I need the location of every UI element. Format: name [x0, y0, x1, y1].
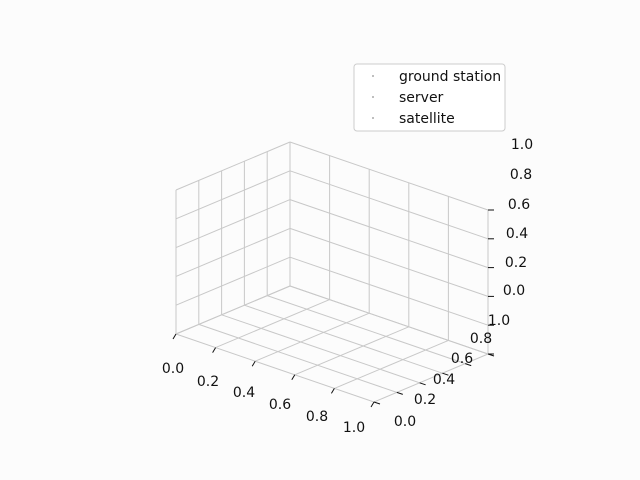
x-tick-label: 0.4	[233, 385, 255, 401]
z-axis-tick-labels: 0.0 0.2 0.4 0.6 0.8 1.0	[503, 137, 533, 299]
y-tick-mark	[396, 391, 403, 395]
y-tick-label: 0.2	[414, 392, 436, 408]
y-tick-mark	[487, 353, 495, 357]
grid-line-z-side	[175, 141, 291, 191]
grid-line-z-back	[289, 227, 489, 297]
grid-line-y-floor	[175, 333, 375, 403]
grid-line-x-floor	[294, 326, 409, 376]
z-tick-label: 0.6	[508, 197, 530, 213]
y-tick-mark	[465, 363, 472, 367]
legend-frame	[353, 63, 506, 132]
legend-marker-ground-station	[372, 75, 374, 77]
axes-panes	[176, 142, 488, 402]
legend-marker-server	[372, 96, 374, 98]
x-tick-mark	[251, 360, 256, 367]
y-axis-tick-labels: 0.0 0.2 0.4 0.6 0.8 1.0	[394, 313, 510, 430]
grid-line-z-side	[175, 170, 291, 220]
legend-label-ground-station: ground station	[399, 69, 501, 85]
grid-line-z-back	[289, 256, 489, 326]
x-tick-mark	[370, 401, 375, 408]
x-tick-label: 0.8	[306, 409, 328, 425]
x-tick-mark	[172, 333, 177, 340]
y-tick-label: 0.8	[470, 331, 492, 347]
legend-marker-satellite	[372, 117, 374, 119]
grid-line-z-side	[175, 285, 291, 335]
grid-line-y-floor	[267, 295, 466, 365]
y-tick-mark	[419, 382, 426, 386]
x-tick-mark	[330, 388, 335, 394]
z-tick-label: 0.8	[510, 167, 532, 183]
legend-label-server: server	[399, 90, 444, 106]
z-tick-label: 1.0	[511, 137, 533, 153]
side-pane	[176, 142, 290, 334]
grid-line-y-floor	[221, 314, 420, 384]
grid-line-y-floor	[244, 304, 443, 374]
grid-line-z-side	[175, 199, 291, 249]
x-tick-label: 0.2	[197, 374, 219, 390]
grid-line-z-back	[289, 170, 489, 240]
grid-line-z-back	[289, 141, 489, 211]
axis-ticks	[172, 209, 495, 408]
y-tick-label: 0.4	[433, 372, 455, 388]
x-tick-mark	[212, 347, 217, 353]
grid-line-z-back	[289, 199, 489, 269]
grid-line-x-floor	[373, 353, 489, 403]
y-tick-label: 0.0	[394, 414, 416, 430]
z-tick-label: 0.2	[505, 255, 527, 271]
z-tick-label: 0.4	[506, 226, 528, 242]
grid-lines	[175, 141, 489, 403]
x-tick-label: 0.6	[269, 397, 291, 413]
floor-pane	[176, 286, 488, 402]
legend-label-satellite: satellite	[399, 111, 455, 127]
x-tick-label: 1.0	[343, 420, 365, 436]
y-tick-label: 0.6	[451, 351, 473, 367]
x-tick-label: 0.0	[162, 361, 184, 377]
back-pane	[290, 142, 488, 354]
grid-line-x-floor	[334, 339, 449, 389]
grid-line-x-floor	[255, 312, 370, 362]
grid-line-y-floor	[198, 323, 397, 393]
grid-line-z-side	[175, 227, 291, 277]
grid-line-z-side	[175, 256, 291, 306]
legend: ground station server satellite	[353, 63, 506, 132]
y-tick-mark	[373, 401, 381, 405]
grid-line-y-floor	[289, 285, 489, 355]
y-tick-label: 1.0	[488, 313, 510, 329]
x-axis-tick-labels: 0.0 0.2 0.4 0.6 0.8 1.0	[162, 361, 365, 436]
grid-line-x-floor	[215, 299, 330, 349]
z-tick-label: 0.0	[503, 283, 525, 299]
x-tick-mark	[291, 374, 296, 381]
y-tick-mark	[442, 372, 449, 376]
